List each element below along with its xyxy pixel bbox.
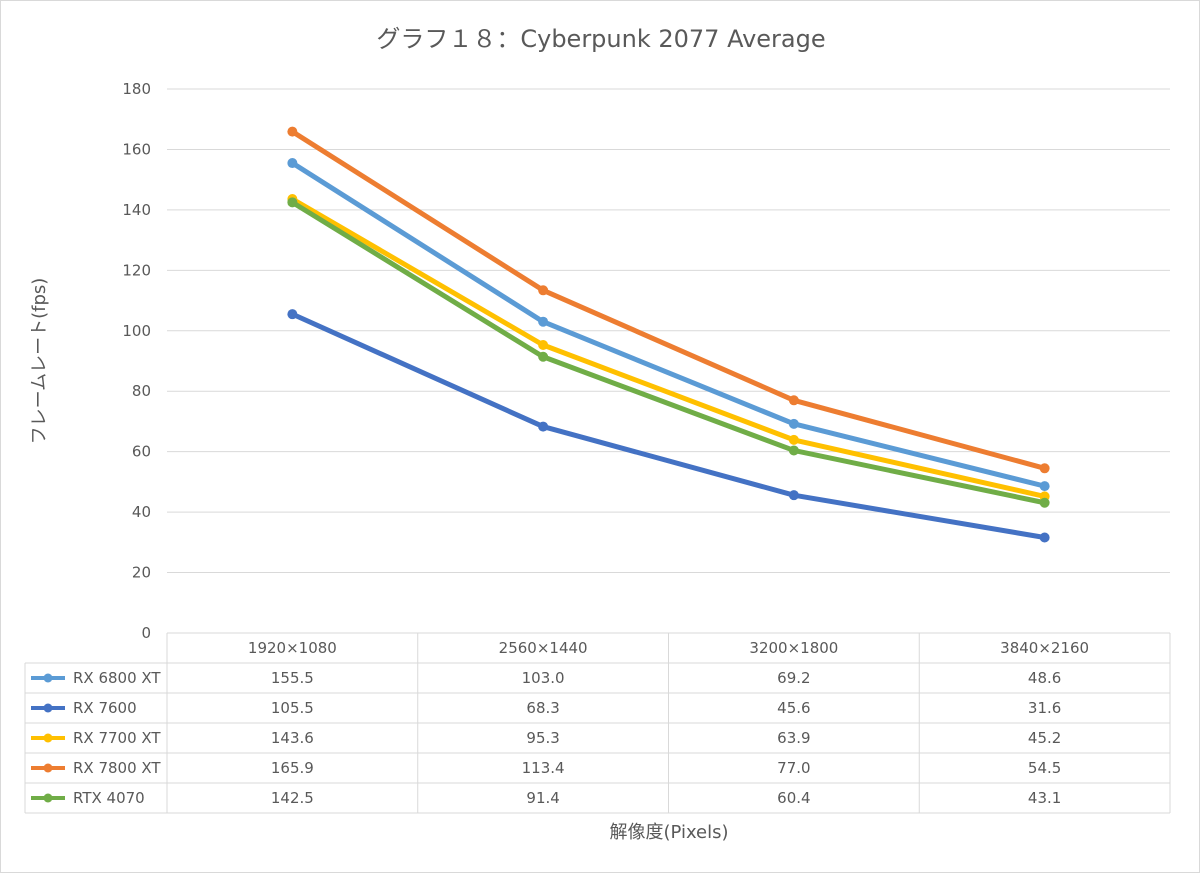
data-cell-value: 45.6 [777,699,810,717]
data-point [1039,463,1050,474]
data-point [788,490,799,501]
legend-swatch-marker [43,793,53,803]
data-cell-value: 31.6 [1028,699,1061,717]
data-cell-value: 103.0 [522,669,565,687]
x-category-label: 3200×1800 [749,639,838,657]
legend-swatch-marker [43,703,53,713]
data-point [788,418,799,429]
series-line [289,196,1048,499]
y-tick-label: 180 [122,80,151,98]
x-axis-title: 解像度(Pixels) [609,822,728,843]
y-tick-label: 40 [132,503,151,521]
series-line [289,160,1048,489]
data-point [287,158,298,169]
legend-swatch-marker [43,673,53,683]
data-point [788,395,799,406]
data-cell-value: 54.5 [1028,759,1061,777]
data-point [538,351,549,362]
x-category-label: 2560×1440 [499,639,588,657]
data-cell-value: 165.9 [271,759,314,777]
data-cell-value: 63.9 [777,729,810,747]
data-point [1039,532,1050,543]
data-point [1039,497,1050,508]
data-point [538,339,549,350]
data-point [788,434,799,445]
data-cell-value: 142.5 [271,789,314,807]
series-line [289,199,1048,506]
y-tick-label: 20 [132,564,151,582]
data-cell-value: 60.4 [777,789,810,807]
data-point [538,316,549,327]
y-tick-label: 100 [122,322,151,340]
legend-series-name: RX 6800 XT [73,669,161,687]
y-tick-label: 120 [122,261,151,279]
chart-title: グラフ１８：Cyberpunk 2077 Average [376,25,825,53]
data-point [287,197,298,208]
data-point [788,445,799,456]
series-line [289,129,1048,471]
data-cell-value: 105.5 [271,699,314,717]
x-category-label: 3840×2160 [1000,639,1089,657]
data-cell-value: 77.0 [777,759,810,777]
data-cell-value: 43.1 [1028,789,1061,807]
y-axis-title: フレームレート(fps) [29,278,50,445]
y-tick-label: 140 [122,201,151,219]
x-category-label: 1920×1080 [248,639,337,657]
data-point [538,421,549,432]
data-cell-value: 45.2 [1028,729,1061,747]
data-point [287,126,298,137]
data-cell-value: 95.3 [526,729,559,747]
data-cell-value: 69.2 [777,669,810,687]
legend-series-name: RX 7700 XT [73,729,161,747]
series-line [289,311,1048,540]
data-point [1039,481,1050,492]
data-cell-value: 143.6 [271,729,314,747]
legend-series-name: RTX 4070 [73,789,145,807]
data-cell-value: 155.5 [271,669,314,687]
data-cell-value: 48.6 [1028,669,1061,687]
y-tick-label: 160 [122,140,151,158]
data-point [538,285,549,296]
legend-series-name: RX 7800 XT [73,759,161,777]
data-cell-value: 91.4 [526,789,559,807]
legend-swatch-marker [43,733,53,743]
legend-series-name: RX 7600 [73,699,137,717]
y-tick-label: 0 [141,624,151,642]
data-point [287,309,298,320]
data-cell-value: 113.4 [522,759,565,777]
legend-swatch-marker [43,763,53,773]
y-tick-label: 80 [132,382,151,400]
data-cell-value: 68.3 [526,699,559,717]
y-tick-label: 60 [132,443,151,461]
